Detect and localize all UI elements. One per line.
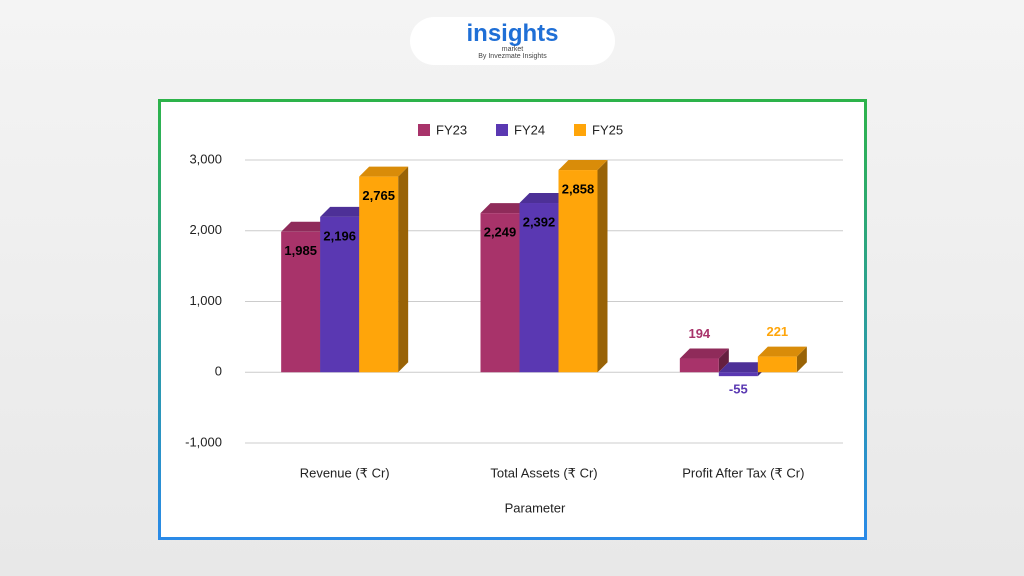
bar-side bbox=[796, 346, 807, 373]
bar-side bbox=[398, 166, 409, 373]
bar-front bbox=[320, 216, 360, 373]
legend-label: FY25 bbox=[592, 122, 623, 137]
value-label: 194 bbox=[688, 326, 710, 341]
bar-top bbox=[757, 346, 807, 357]
y-tick-label: 0 bbox=[215, 364, 222, 379]
x-tick-label: Profit After Tax (₹ Cr) bbox=[682, 465, 804, 480]
bar bbox=[679, 348, 729, 373]
bar bbox=[359, 166, 409, 373]
value-label: 221 bbox=[766, 324, 788, 339]
bar-front bbox=[679, 358, 719, 373]
bar-top bbox=[718, 362, 768, 373]
value-label: 2,392 bbox=[523, 214, 556, 229]
bar-side bbox=[597, 160, 608, 373]
bar-front bbox=[281, 231, 321, 373]
value-label: 2,196 bbox=[323, 228, 356, 243]
x-tick-label: Revenue (₹ Cr) bbox=[300, 465, 390, 480]
y-tick-label: 3,000 bbox=[189, 151, 222, 166]
bar-front bbox=[519, 203, 559, 373]
legend-swatch bbox=[418, 124, 430, 136]
y-tick-label: 1,000 bbox=[189, 293, 222, 308]
x-axis-label: Parameter bbox=[505, 500, 566, 515]
bar-front bbox=[359, 176, 399, 373]
x-tick-label: Total Assets (₹ Cr) bbox=[490, 465, 597, 480]
bar-top bbox=[359, 166, 409, 177]
bar-front bbox=[480, 213, 520, 373]
logo: insights bbox=[466, 20, 559, 47]
bar-front bbox=[718, 372, 758, 377]
legend-label: FY23 bbox=[436, 122, 467, 137]
bar-top bbox=[519, 193, 569, 204]
logo-sub: market bbox=[501, 46, 524, 53]
legend-swatch bbox=[496, 124, 508, 136]
bar-side bbox=[718, 348, 729, 373]
value-label: 2,765 bbox=[362, 188, 395, 203]
legend-label: FY24 bbox=[514, 122, 545, 137]
value-label: 2,249 bbox=[484, 225, 517, 240]
logo-pill: insights market By Invezmate Insights bbox=[410, 17, 615, 65]
value-label: -55 bbox=[729, 382, 748, 397]
value-label: 1,985 bbox=[284, 243, 317, 258]
y-tick-label: 2,000 bbox=[189, 222, 222, 237]
bar-top bbox=[281, 221, 331, 232]
bar bbox=[558, 160, 608, 373]
y-tick-label: -1,000 bbox=[185, 434, 222, 449]
bar-top bbox=[320, 206, 370, 217]
legend-swatch bbox=[574, 124, 586, 136]
value-label: 2,858 bbox=[562, 181, 595, 196]
bar-top bbox=[558, 160, 608, 171]
bar-front bbox=[558, 170, 598, 373]
bar-top bbox=[480, 203, 530, 214]
bar-front bbox=[757, 356, 797, 373]
bar-top bbox=[679, 348, 729, 359]
bar bbox=[757, 346, 807, 373]
tagline: By Invezmate Insights bbox=[478, 53, 547, 60]
